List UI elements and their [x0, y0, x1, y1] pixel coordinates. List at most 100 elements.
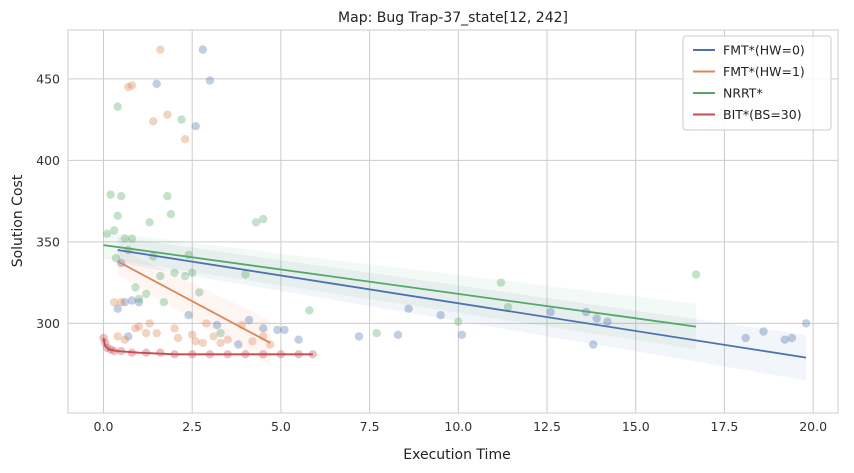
scatter-point	[180, 135, 190, 144]
x-tick-label: 12.5	[533, 419, 561, 434]
scatter-point	[801, 319, 811, 328]
scatter-point	[127, 234, 137, 243]
scatter-point	[393, 330, 403, 339]
scatter-point	[117, 192, 126, 201]
scatter-point	[134, 298, 144, 307]
scatter-point	[106, 190, 115, 199]
scatter-point	[127, 296, 137, 305]
y-tick-label: 450	[36, 71, 60, 86]
x-axis-label: Execution Time	[403, 447, 510, 463]
scatter-point	[404, 304, 413, 313]
scatter-point	[120, 298, 129, 307]
scatter-points	[99, 45, 811, 359]
scatter-point	[124, 332, 133, 341]
scatter-point	[691, 270, 701, 279]
legend: FMT*(HW=0) FMT*(HW=1) NRRT* BIT*(BS=30)	[682, 35, 832, 131]
x-tick-labels: 0.0 2.5 5.0 7.5 10.0 12.5 15.0 17.5 20.0	[94, 419, 828, 434]
scatter-point	[188, 268, 197, 277]
scatter-point	[117, 298, 126, 307]
scatter-point	[212, 320, 222, 330]
scatter-point	[124, 82, 133, 92]
scatter-point	[113, 304, 122, 313]
scatter-point	[205, 76, 215, 85]
scatter-point	[209, 332, 218, 341]
scatter-point	[184, 311, 193, 320]
x-tick-label: 15.0	[622, 419, 650, 434]
scatter-point	[198, 45, 207, 54]
scatter-point	[280, 325, 289, 335]
scatter-point	[113, 102, 122, 111]
y-axis-label: Solution Cost	[10, 174, 26, 267]
scatter-point	[145, 319, 154, 328]
scatter-point	[503, 302, 513, 312]
scatter-point	[141, 328, 151, 338]
legend-label: BIT*(BS=30)	[723, 107, 802, 122]
trend-line	[117, 249, 807, 359]
legend-label: NRRT*	[723, 86, 763, 101]
scatter-point	[156, 348, 165, 357]
confidence-band	[103, 232, 697, 350]
scatter-point	[102, 229, 112, 238]
y-tick-label: 400	[36, 153, 60, 168]
scatter-point	[159, 298, 168, 307]
x-tick-label: 0.0	[94, 419, 114, 434]
scatter-point	[120, 234, 129, 243]
trend-line	[117, 260, 271, 344]
scatter-point	[244, 315, 254, 325]
scatter-point	[372, 328, 381, 338]
scatter-point	[191, 337, 200, 346]
legend-label: FMT*(HW=0)	[723, 43, 805, 58]
scatter-point	[546, 307, 555, 317]
confidence-band	[117, 248, 271, 366]
scatter-point	[248, 337, 257, 346]
trend-lines	[102, 244, 807, 359]
scatter-point	[589, 340, 598, 349]
scatter-point	[149, 117, 158, 126]
y-tick-label: 300	[36, 316, 60, 331]
x-tick-label: 10.0	[444, 419, 472, 434]
x-tick-label: 5.0	[271, 419, 291, 434]
legend-box	[682, 35, 832, 131]
scatter-point	[141, 289, 151, 299]
scatter-point	[145, 218, 154, 227]
scatter-point	[202, 319, 211, 328]
scatter-point	[156, 45, 165, 54]
scatter-point	[134, 294, 144, 304]
scatter-point	[120, 335, 129, 344]
scatter-point	[787, 333, 797, 343]
confidence-band	[117, 237, 807, 381]
scatter-point	[134, 322, 144, 331]
scatter-point	[109, 298, 119, 307]
scatter-point	[156, 271, 165, 281]
scatter-point	[457, 330, 467, 339]
scatter-point	[166, 210, 176, 219]
trend-line	[102, 337, 313, 356]
scatter-point	[173, 333, 183, 343]
plot-frame	[67, 29, 839, 414]
scatter-point	[259, 324, 268, 333]
y-tick-label: 350	[36, 234, 60, 249]
scatter-point	[113, 332, 122, 341]
scatter-point	[496, 278, 506, 287]
scatter-point	[109, 226, 119, 235]
scatter-point	[188, 330, 197, 339]
scatter-point	[163, 110, 172, 119]
scatter-point	[273, 325, 282, 335]
scatter-point	[191, 122, 200, 131]
scatter-point	[152, 328, 161, 338]
scatter-point	[592, 314, 601, 323]
scatter-point	[741, 333, 750, 343]
scatter-point	[163, 192, 172, 201]
scatter-point	[305, 306, 314, 315]
scatter-point	[170, 268, 179, 277]
x-tick-label: 2.5	[182, 419, 202, 434]
y-tick-labels: 300 350 400 450	[36, 71, 60, 330]
scatter-point	[131, 283, 140, 292]
legend-label: FMT*(HW=1)	[723, 64, 805, 79]
scatter-point	[436, 311, 445, 320]
scatter-point	[216, 328, 225, 338]
scatter-point	[180, 271, 190, 281]
scatter-point	[195, 288, 204, 297]
confidence-bands	[103, 232, 807, 381]
